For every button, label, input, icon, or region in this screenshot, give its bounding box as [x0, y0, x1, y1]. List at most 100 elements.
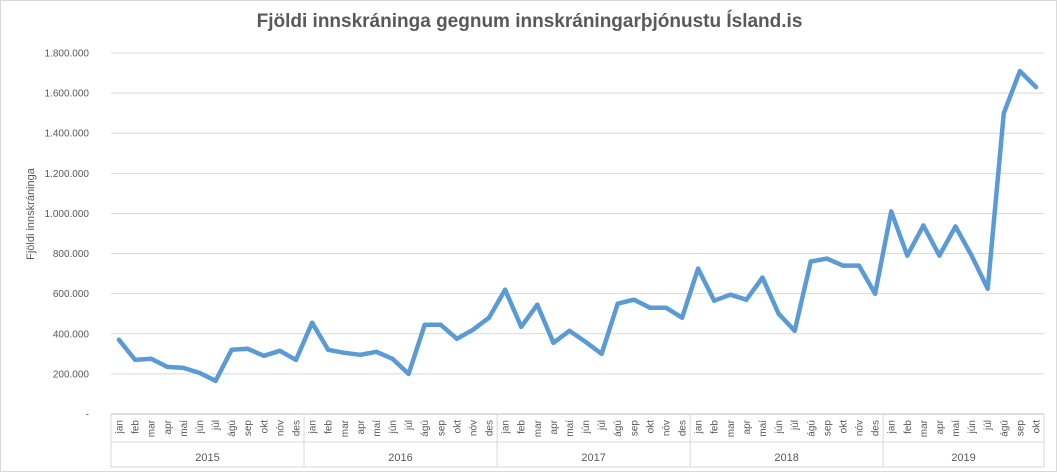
x-tick-label: júl [597, 420, 608, 431]
x-tick-label: feb [131, 420, 142, 434]
year-label: 2018 [774, 452, 798, 464]
data-point [1001, 110, 1006, 116]
data-point [406, 371, 411, 377]
x-tick-label: okt [259, 420, 270, 434]
data-point [1017, 68, 1023, 74]
year-label: 2017 [581, 452, 605, 464]
data-point [181, 365, 186, 371]
data-point [1033, 84, 1039, 90]
data-point [486, 315, 492, 320]
x-tick-label: mar [533, 419, 544, 437]
x-tick-label: nóv [275, 420, 286, 436]
x-tick-label: apr [356, 419, 367, 434]
x-tick-label: okt [1031, 420, 1042, 434]
x-tick-label: mar [340, 419, 351, 437]
data-point [872, 291, 878, 296]
x-tick-label: maí [179, 420, 190, 437]
data-point [261, 353, 267, 359]
x-tick-label: apr [549, 419, 560, 434]
x-tick-label: feb [903, 420, 914, 434]
y-tick-label: 800.000 [53, 249, 90, 260]
x-tick-label: maí [951, 420, 962, 437]
x-tick-label: jún [195, 420, 206, 434]
x-tick-label: jan [887, 420, 898, 434]
x-tick-label: des [291, 420, 302, 436]
y-tick-label: 600.000 [53, 289, 90, 300]
data-point [454, 336, 460, 341]
data-point [808, 259, 813, 264]
data-point [985, 286, 990, 291]
x-tick-label: jan [308, 420, 319, 434]
x-tick-label: jan [694, 420, 705, 434]
data-point [631, 297, 637, 302]
x-tick-label: mar [726, 419, 737, 437]
data-point [905, 253, 910, 258]
data-point [422, 322, 427, 327]
x-tick-label: sep [822, 420, 833, 437]
data-point [776, 311, 781, 316]
x-tick-label: okt [452, 420, 463, 434]
data-point [229, 347, 234, 353]
x-tick-label: jún [967, 420, 978, 434]
x-tick-label: ágú [999, 420, 1010, 437]
data-point [567, 328, 572, 333]
data-point [969, 253, 974, 258]
data-point [888, 209, 894, 214]
data-point [599, 351, 604, 357]
x-tick-label: apr [742, 419, 753, 434]
data-point [840, 263, 846, 268]
data-point [470, 327, 476, 332]
year-label: 2016 [388, 452, 412, 464]
year-label: 2019 [951, 452, 975, 464]
data-point [824, 256, 830, 261]
x-tick-label: ágú [806, 420, 817, 437]
x-tick-label: júl [983, 420, 994, 431]
data-point [679, 315, 685, 320]
x-tick-label: ágú [227, 420, 238, 437]
x-tick-label: júl [790, 420, 801, 431]
data-point [712, 298, 717, 303]
data-point [358, 352, 363, 358]
x-tick-label: maí [372, 420, 383, 437]
data-point [245, 346, 250, 352]
x-tick-label: mar [919, 419, 930, 437]
x-tick-label: jan [501, 420, 512, 434]
x-tick-label: ágú [420, 420, 431, 437]
data-point [165, 364, 170, 370]
x-tick-label: feb [324, 420, 335, 434]
data-point [374, 349, 379, 355]
y-tick-label: 200.000 [53, 369, 90, 380]
x-tick-label: júl [211, 420, 222, 431]
data-point [390, 356, 395, 362]
x-tick-label: des [678, 420, 689, 436]
data-point [293, 357, 299, 363]
data-point [744, 297, 749, 302]
data-point [615, 301, 620, 306]
y-tick-label: 1.200.000 [45, 169, 90, 180]
data-point [856, 263, 862, 268]
data-point [921, 223, 926, 228]
data-point [502, 287, 508, 292]
x-tick-label: jún [774, 420, 785, 434]
data-point [149, 356, 154, 362]
data-point [535, 302, 540, 307]
y-tick-label: 1.800.000 [45, 49, 90, 60]
y-tick-label: - [86, 410, 89, 421]
x-tick-label: okt [645, 420, 656, 434]
y-tick-label: 400.000 [53, 329, 90, 340]
data-point [213, 378, 218, 384]
x-tick-label: júl [404, 420, 415, 431]
x-tick-label: sep [629, 420, 640, 437]
data-point [937, 253, 942, 258]
x-tick-label: okt [838, 420, 849, 434]
data-point [728, 292, 733, 297]
x-tick-label: maí [758, 420, 769, 437]
data-point [583, 339, 588, 344]
x-tick-label: nóv [661, 420, 672, 436]
data-point [695, 266, 701, 271]
series-line [116, 68, 1039, 384]
x-tick-label: apr [163, 419, 174, 434]
x-tick-label: feb [710, 420, 721, 434]
x-tick-label: nóv [468, 420, 479, 436]
